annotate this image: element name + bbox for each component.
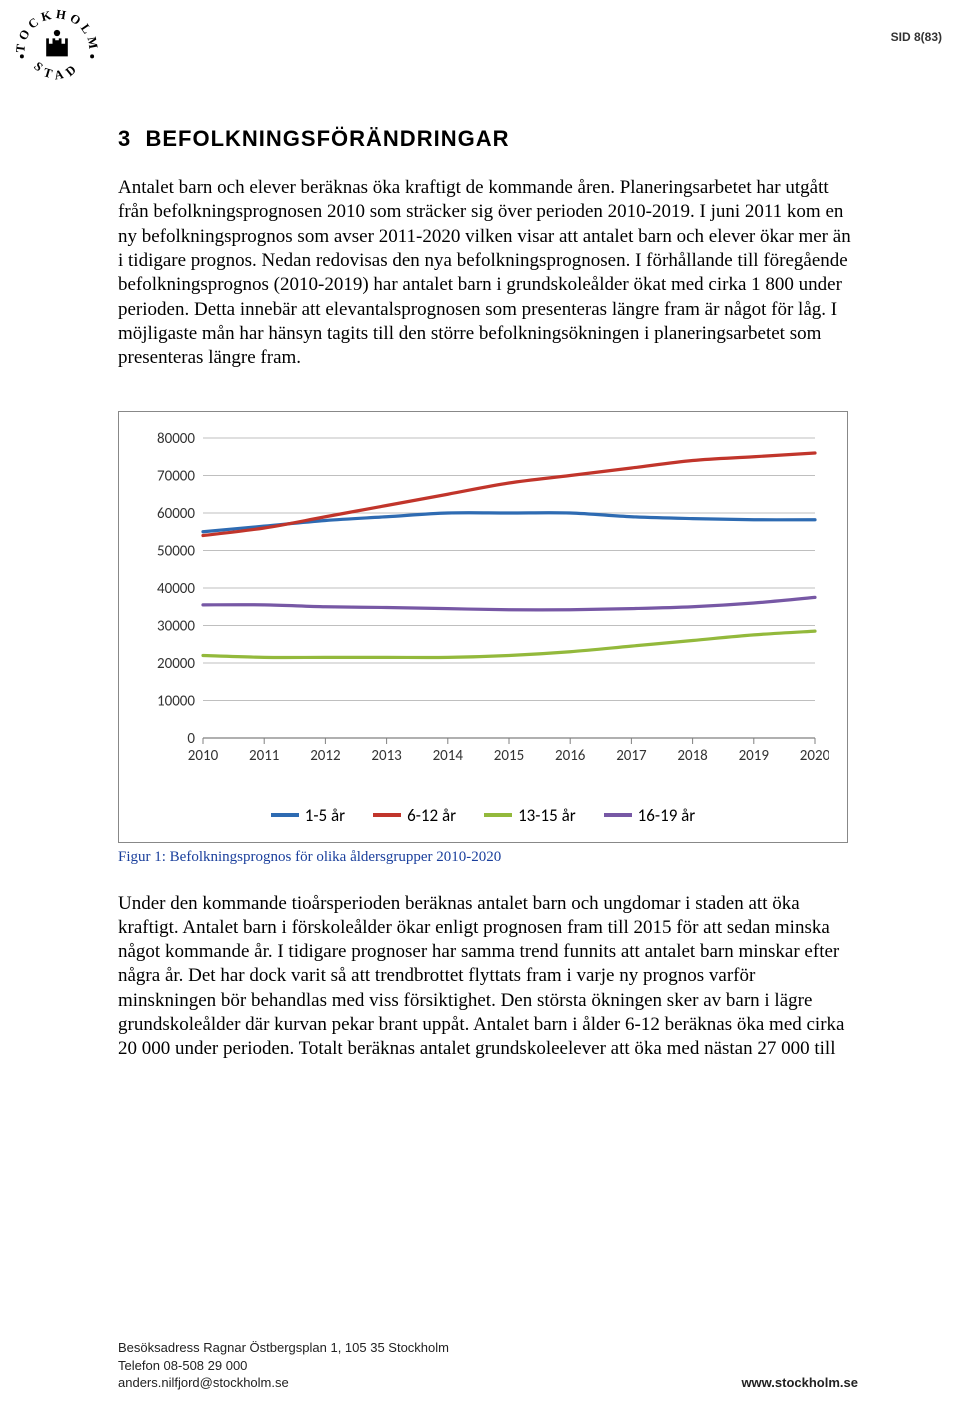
legend-swatch — [484, 813, 512, 817]
chart-legend: 1-5 år 6-12 år 13-15 år 16-19 år — [137, 805, 829, 826]
svg-text:2015: 2015 — [494, 747, 524, 765]
legend-item: 13-15 år — [484, 805, 576, 826]
svg-text:2013: 2013 — [371, 747, 402, 765]
footer-address: Ragnar Östbergsplan 1, 105 35 Stockholm — [203, 1340, 449, 1355]
page-footer: Besöksadress Ragnar Östbergsplan 1, 105 … — [118, 1339, 858, 1392]
svg-text:STAD: STAD — [31, 59, 83, 83]
legend-label: 6-12 år — [407, 805, 456, 826]
svg-text:30000: 30000 — [157, 617, 195, 635]
legend-label: 1-5 år — [305, 805, 345, 826]
legend-item: 16-19 år — [604, 805, 696, 826]
population-chart-container: 0 10000 20000 30000 40000 50000 60000 70000 8000… — [118, 411, 848, 843]
svg-text:2012: 2012 — [310, 747, 340, 765]
svg-text:10000: 10000 — [157, 692, 195, 710]
svg-text:2016: 2016 — [555, 747, 586, 765]
chart-caption: Figur 1: Befolkningsprognos för olika ål… — [118, 849, 858, 866]
svg-text:60000: 60000 — [157, 505, 195, 523]
legend-swatch — [373, 813, 401, 817]
svg-text:2011: 2011 — [249, 747, 279, 765]
legend-swatch — [271, 813, 299, 817]
stockholm-stad-logo: STOCKHOLMS STAD — [12, 6, 102, 96]
svg-text:2014: 2014 — [433, 747, 464, 765]
paragraph-1: Antalet barn och elever beräknas öka kra… — [118, 176, 858, 371]
svg-text:2020: 2020 — [800, 747, 829, 765]
footer-address-label: Besöksadress — [118, 1340, 200, 1355]
legend-item: 1-5 år — [271, 805, 345, 826]
svg-text:2019: 2019 — [739, 747, 770, 765]
legend-label: 13-15 år — [518, 805, 576, 826]
svg-text:50000: 50000 — [157, 542, 195, 560]
legend-label: 16-19 år — [638, 805, 696, 826]
svg-text:40000: 40000 — [157, 580, 195, 598]
population-line-chart: 0 10000 20000 30000 40000 50000 60000 70000 8000… — [137, 428, 829, 791]
section-number: 3 — [118, 126, 131, 151]
footer-address-line: Besöksadress Ragnar Östbergsplan 1, 105 … — [118, 1339, 858, 1357]
footer-website: www.stockholm.se — [741, 1374, 858, 1392]
svg-text:2017: 2017 — [616, 747, 647, 765]
page-number-indicator: SID 8(83) — [891, 30, 942, 44]
footer-phone-label: Telefon — [118, 1358, 160, 1373]
svg-text:0: 0 — [187, 730, 195, 748]
svg-text:20000: 20000 — [157, 655, 195, 673]
svg-text:2018: 2018 — [677, 747, 707, 765]
section-heading: 3 BEFOLKNINGSFÖRÄNDRINGAR — [118, 126, 858, 152]
paragraph-2: Under den kommande tioårsperioden beräkn… — [118, 892, 858, 1062]
section-title-text: BEFOLKNINGSFÖRÄNDRINGAR — [145, 126, 509, 151]
svg-text:80000: 80000 — [157, 430, 195, 448]
document-page: STOCKHOLMS STAD SID 8(83) 3 BEFOLKNINGSF… — [0, 0, 960, 1426]
legend-swatch — [604, 813, 632, 817]
content-area: 3 BEFOLKNINGSFÖRÄNDRINGAR Antalet barn o… — [118, 126, 858, 1062]
legend-item: 6-12 år — [373, 805, 456, 826]
svg-text:70000: 70000 — [157, 467, 195, 485]
footer-phone: 08-508 29 000 — [164, 1358, 248, 1373]
svg-text:2010: 2010 — [188, 747, 219, 765]
footer-phone-line: Telefon 08-508 29 000 — [118, 1357, 858, 1375]
